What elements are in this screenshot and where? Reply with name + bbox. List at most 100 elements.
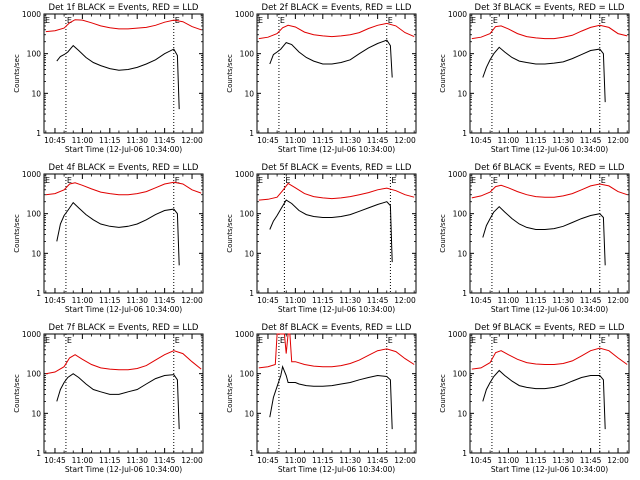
y-axis-label: Counts/sec: [439, 214, 447, 253]
x-tick-label: 11:45: [580, 456, 602, 465]
y-tick-label: 1: [249, 129, 254, 138]
x-tick-label: 11:30: [339, 456, 361, 465]
interval-marker-label: E: [67, 176, 72, 185]
y-tick-label: 10: [457, 409, 467, 418]
x-tick-label: 11:30: [126, 136, 148, 145]
y-tick-label: 1000: [235, 10, 254, 19]
plot-frame: [256, 333, 417, 454]
y-tick-label: 1: [36, 129, 41, 138]
plot-frame: [256, 173, 417, 294]
x-tick-label: 11:15: [99, 456, 121, 465]
series-lld-line: [471, 347, 628, 370]
interval-marker-label: E: [175, 176, 180, 185]
x-tick-label: 10:45: [257, 456, 279, 465]
plot-frame: [469, 173, 630, 294]
y-tick-label: 100: [27, 370, 42, 379]
panel-det-1: Det 1f BLACK = Events, RED = LLD 1 10 100 10…: [13, 3, 204, 154]
y-tick-label: 1: [249, 449, 254, 458]
y-tick-label: 100: [453, 50, 468, 59]
y-axis-label: Counts/sec: [226, 374, 234, 413]
y-tick-label: 1000: [448, 10, 467, 19]
panel-det-3: Det 3f BLACK = Events, RED = LLD 1 10 100 10…: [439, 3, 630, 154]
plot-frame: [469, 333, 630, 454]
y-tick-label: 100: [240, 50, 255, 59]
edge-marker-label: E: [471, 336, 476, 345]
y-tick-label: 10: [31, 249, 41, 258]
panel-title: Det 1f BLACK = Events, RED = LLD: [49, 3, 199, 13]
y-tick-label: 1000: [22, 170, 41, 179]
y-tick-label: 1: [249, 289, 254, 298]
edge-marker-label: E: [471, 16, 476, 25]
x-tick-label: 11:00: [285, 456, 307, 465]
interval-marker-label: E: [493, 16, 498, 25]
x-tick-label: 11:15: [312, 136, 334, 145]
x-tick-label: 11:45: [580, 296, 602, 305]
x-tick-label: 11:00: [285, 136, 307, 145]
edge-marker-label: E: [258, 16, 263, 25]
x-tick-label: 11:45: [367, 136, 389, 145]
x-tick-label: 10:45: [44, 296, 66, 305]
panel-title: Det 6f BLACK = Events, RED = LLD: [475, 163, 625, 173]
panel-det-2: Det 2f BLACK = Events, RED = LLD 1 10 100 10…: [226, 3, 417, 154]
panel-det-4: Det 4f BLACK = Events, RED = LLD 1 10 100 10…: [13, 163, 204, 314]
panel-det-6: Det 6f BLACK = Events, RED = LLD 1 10 100 10…: [439, 163, 630, 314]
y-tick-label: 10: [457, 89, 467, 98]
y-tick-label: 1000: [448, 170, 467, 179]
x-tick-label: 10:45: [257, 296, 279, 305]
interval-marker-label: E: [67, 16, 72, 25]
x-tick-label: 11:15: [99, 296, 121, 305]
plot-frame: [43, 333, 204, 454]
y-tick-label: 10: [457, 249, 467, 258]
interval-marker-label: E: [388, 336, 393, 345]
x-tick-label: 11:30: [552, 296, 574, 305]
interval-marker-label: E: [280, 336, 285, 345]
x-tick-label: 11:45: [580, 136, 602, 145]
y-tick-label: 1000: [22, 10, 41, 19]
x-tick-label: 11:15: [525, 296, 547, 305]
interval-marker-label: E: [493, 336, 498, 345]
panel-title: Det 5f BLACK = Events, RED = LLD: [262, 163, 412, 173]
y-tick-label: 10: [31, 89, 41, 98]
y-axis-label: Counts/sec: [439, 374, 447, 413]
x-tick-label: 12:00: [394, 296, 416, 305]
x-tick-label: 11:00: [72, 456, 94, 465]
y-tick-label: 10: [31, 409, 41, 418]
y-tick-label: 1000: [235, 330, 254, 339]
edge-marker-label: E: [45, 16, 50, 25]
x-tick-label: 11:00: [498, 136, 520, 145]
x-axis-label: Start Time (12-Jul-06 10:34:00): [278, 465, 395, 474]
series-lld-line: [45, 19, 202, 33]
y-tick-label: 1000: [22, 330, 41, 339]
y-tick-label: 100: [27, 210, 42, 219]
x-tick-label: 11:30: [552, 136, 574, 145]
series-lld-line: [471, 24, 628, 40]
x-axis-label: Start Time (12-Jul-06 10:34:00): [491, 145, 608, 154]
series-lld-line: [45, 350, 202, 375]
y-tick-label: 1: [462, 449, 467, 458]
interval-marker-label: E: [175, 336, 180, 345]
series-events-line: [482, 46, 606, 103]
x-tick-label: 12:00: [607, 296, 629, 305]
y-tick-label: 100: [453, 210, 468, 219]
interval-marker-label: E: [493, 176, 498, 185]
y-tick-label: 1000: [448, 330, 467, 339]
plot-frame: [43, 173, 204, 294]
y-tick-label: 100: [240, 210, 255, 219]
plot-frame: [256, 13, 417, 134]
edge-marker-label: E: [258, 176, 263, 185]
interval-marker-label: E: [601, 16, 606, 25]
edge-marker-label: E: [45, 176, 50, 185]
x-tick-label: 10:45: [44, 136, 66, 145]
x-tick-label: 11:00: [72, 296, 94, 305]
panel-det-8: Det 8f BLACK = Events, RED = LLD 1 10 100 10…: [226, 323, 417, 474]
interval-marker-label: E: [601, 336, 606, 345]
y-tick-label: 10: [244, 89, 254, 98]
x-tick-label: 11:30: [339, 136, 361, 145]
plot-frame: [43, 13, 204, 134]
y-axis-label: Counts/sec: [13, 54, 21, 93]
edge-marker-label: E: [471, 176, 476, 185]
x-tick-label: 11:45: [154, 136, 176, 145]
x-tick-label: 12:00: [607, 136, 629, 145]
x-tick-label: 12:00: [394, 456, 416, 465]
